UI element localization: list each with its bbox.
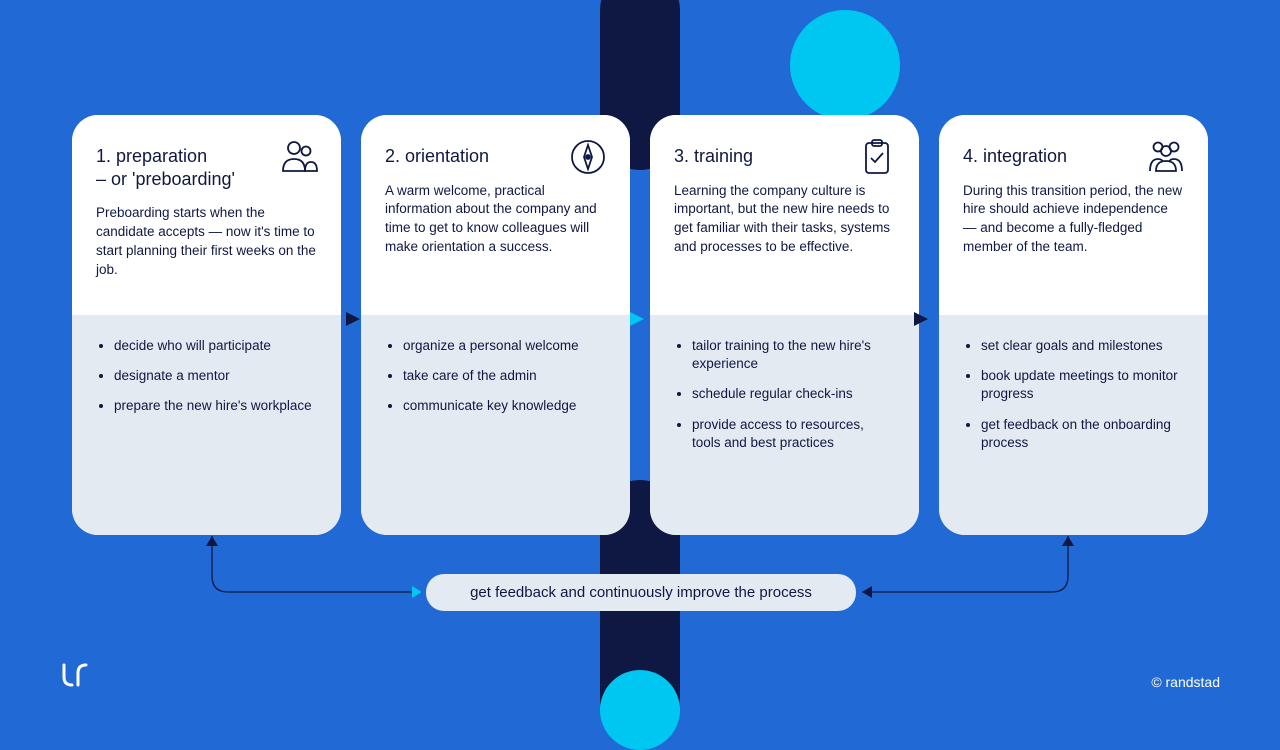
bg-shape-circle-bottom: [600, 670, 680, 750]
copyright-text: © randstad: [1151, 674, 1220, 690]
bullet: get feedback on the onboarding process: [981, 416, 1184, 452]
flow-arrow: [914, 312, 938, 326]
bullet: tailor training to the new hire's experi…: [692, 337, 895, 373]
group-icon: [1146, 137, 1186, 177]
card-bullets: tailor training to the new hire's experi…: [674, 337, 895, 452]
bg-shape-circle-top: [790, 10, 900, 120]
card-bullets: decide who will participate designate a …: [96, 337, 317, 416]
clipboard-icon: [857, 137, 897, 177]
feedback-label: get feedback and continuously improve th…: [470, 584, 812, 601]
bullet: designate a mentor: [114, 367, 317, 385]
card-description: Preboarding starts when the candidate ac…: [96, 204, 317, 280]
card-description: A warm welcome, practical information ab…: [385, 182, 606, 258]
card-description: During this transition period, the new h…: [963, 182, 1184, 258]
bullet: set clear goals and milestones: [981, 337, 1184, 355]
card-bullets: organize a personal welcome take care of…: [385, 337, 606, 416]
bullet: prepare the new hire's workplace: [114, 397, 317, 415]
card-orientation: 2. orientation A warm welcome, practical…: [361, 115, 630, 535]
feedback-pill: get feedback and continuously improve th…: [426, 574, 856, 611]
card-integration: 4. integration During this transition pe…: [939, 115, 1208, 535]
compass-icon: [568, 137, 608, 177]
card-description: Learning the company culture is importan…: [674, 182, 895, 258]
people-icon: [279, 137, 319, 177]
flow-arrow: [630, 312, 654, 326]
flow-arrow: [346, 312, 370, 326]
bullet: take care of the admin: [403, 367, 606, 385]
bullet: communicate key knowledge: [403, 397, 606, 415]
bullet: book update meetings to monitor progress: [981, 367, 1184, 403]
bullet: decide who will participate: [114, 337, 317, 355]
card-training: 3. training Learning the company culture…: [650, 115, 919, 535]
card-bullets: set clear goals and milestones book upda…: [963, 337, 1184, 452]
bullet: schedule regular check-ins: [692, 385, 895, 403]
card-preparation: 1. preparation – or 'preboarding' Preboa…: [72, 115, 341, 535]
bullet: provide access to resources, tools and b…: [692, 416, 895, 452]
randstad-logo: [62, 663, 98, 692]
bullet: organize a personal welcome: [403, 337, 606, 355]
